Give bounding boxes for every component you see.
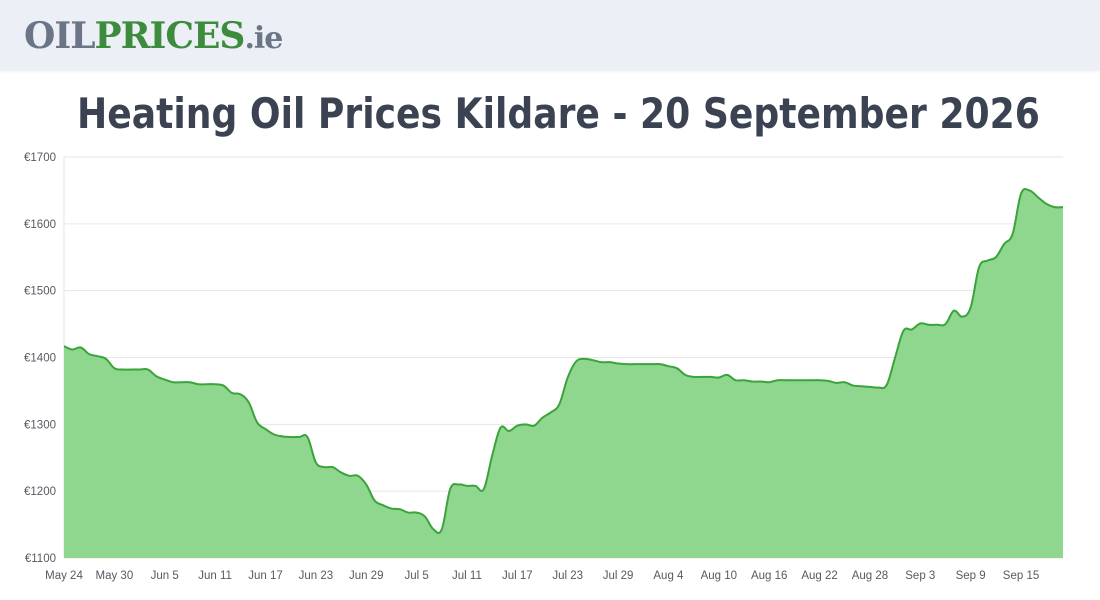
x-tick-label: Jul 11 xyxy=(452,570,482,582)
x-tick-label: Jun 17 xyxy=(248,570,283,582)
x-tick-label: Aug 10 xyxy=(701,570,737,582)
x-tick-label: Aug 22 xyxy=(801,570,837,582)
logo-text-prices: PRICES xyxy=(94,15,246,57)
x-tick-label: Aug 16 xyxy=(751,570,787,582)
plot-area xyxy=(63,187,1064,558)
series-line xyxy=(63,187,1064,535)
y-tick-label: €1300 xyxy=(24,419,56,431)
x-tick-label: Aug 28 xyxy=(852,570,888,582)
x-axis: May 24 May 30 Jun 5 Jun 11 Jun 17 Jun 23 Jun 2… xyxy=(45,570,1039,582)
x-tick-label: Aug 4 xyxy=(653,570,684,582)
x-tick-label: May 30 xyxy=(96,570,134,582)
x-tick-label: Jul 5 xyxy=(404,570,428,582)
x-tick-label: Jul 23 xyxy=(552,570,583,582)
x-tick-label: Jun 5 xyxy=(151,570,179,582)
y-tick-label: €1500 xyxy=(24,286,56,298)
x-tick-label: Jul 17 xyxy=(502,570,533,582)
x-tick-label: Sep 3 xyxy=(905,570,935,582)
logo-text-oil: OIL xyxy=(24,15,96,57)
logo-text-ie: .ie xyxy=(244,21,283,56)
chart-title: Heating Oil Prices Kildare - 20 Septembe… xyxy=(77,89,1040,138)
y-tick-label: €1400 xyxy=(24,353,56,365)
x-tick-label: Sep 9 xyxy=(956,570,986,582)
x-tick-label: Sep 15 xyxy=(1003,570,1039,582)
x-tick-label: May 24 xyxy=(45,570,83,582)
series-area xyxy=(64,188,1063,558)
y-axis: €1100 €1200 €1300 €1400 €1500 €1600 €1700 xyxy=(24,152,56,565)
y-tick-label: €1600 xyxy=(24,219,56,231)
x-tick-label: Jun 23 xyxy=(299,570,334,582)
y-tick-label: €1700 xyxy=(24,152,56,164)
y-tick-label: €1100 xyxy=(25,553,56,565)
site-header: OILPRICES.ie xyxy=(0,0,1100,70)
x-tick-label: Jun 11 xyxy=(198,570,232,582)
x-tick-label: Jun 29 xyxy=(349,570,384,582)
site-logo[interactable]: OILPRICES.ie xyxy=(24,14,283,61)
x-tick-label: Jul 29 xyxy=(603,570,634,582)
y-tick-label: €1200 xyxy=(24,486,56,498)
